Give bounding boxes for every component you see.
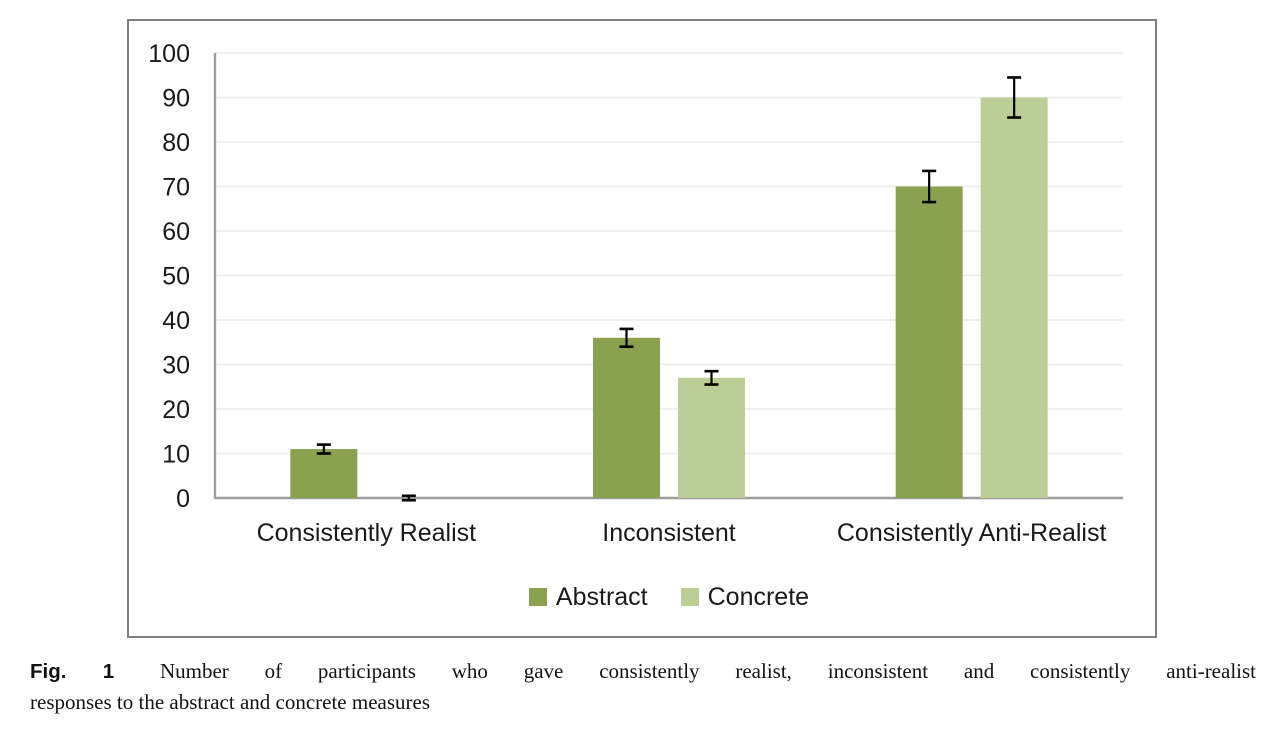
bar-chart: 0 10 20 30 40 50 60 70 80 90 100 Consistently Reali… [148, 40, 1123, 547]
figure-1-frame: 0 10 20 30 40 50 60 70 80 90 100 Consistently Reali… [127, 19, 1157, 638]
bar-abstract-2 [895, 186, 963, 498]
figure-caption-line1: Fig. 1 Number of participants who gave c… [30, 656, 1256, 687]
figure-caption-label: Fig. 1 [30, 660, 115, 683]
bar-abstract-1 [593, 337, 660, 498]
y-tick-label-70: 70 [162, 174, 190, 202]
y-tick-label-20: 20 [162, 396, 190, 424]
figure-caption-text: Number of participants who gave consiste… [159, 659, 1257, 683]
x-category-label-1: Inconsistent [602, 519, 735, 547]
y-tick-label-40: 40 [162, 307, 190, 335]
y-tick-label-80: 80 [162, 129, 190, 157]
x-category-label-2: Consistently Anti-Realist [837, 519, 1107, 547]
y-tick-label-90: 90 [162, 85, 190, 113]
y-tick-label-30: 30 [162, 352, 190, 380]
y-tick-label-100: 100 [148, 40, 190, 68]
y-tick-label-50: 50 [162, 263, 190, 291]
bar-concrete-1 [678, 377, 745, 498]
y-tick-label-0: 0 [176, 485, 190, 513]
figure-caption-line2: responses to the abstract and concrete m… [30, 690, 431, 714]
figure-caption: Fig. 1 Number of participants who gave c… [30, 656, 1256, 717]
bar-concrete-2 [980, 97, 1048, 498]
bar-abstract-0 [290, 449, 358, 498]
y-tick-label-10: 10 [162, 441, 190, 469]
x-category-label-0: Consistently Realist [257, 519, 477, 547]
y-tick-label-60: 60 [162, 218, 190, 246]
